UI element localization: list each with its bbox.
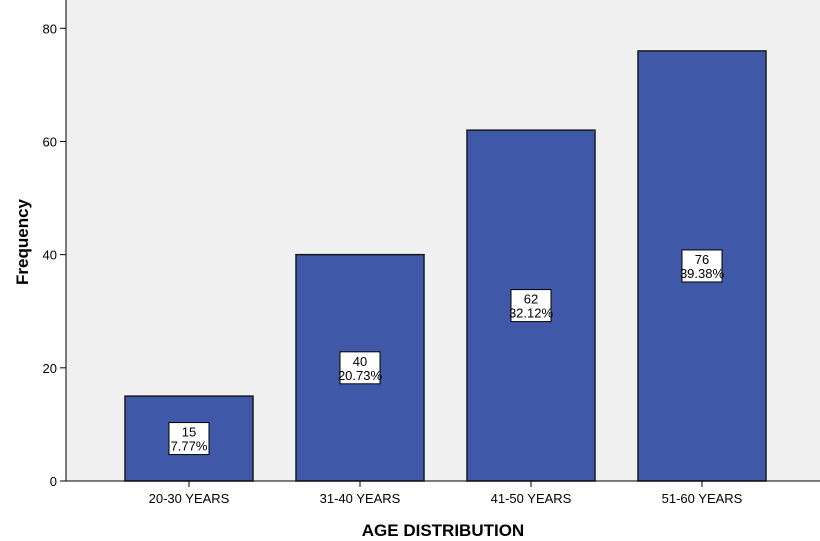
y-axis-ticks: 0 20 40 60 80 [43,21,66,489]
data-label-box [681,249,723,283]
x-axis-ticks: 20-30 YEARS 31-40 YEARS 41-50 YEARS 51-60 Y… [149,481,743,506]
x-tick-label: 20-30 YEARS [149,491,230,506]
y-tick-label: 40 [43,248,57,263]
data-label-box [510,289,552,323]
x-tick-label: 31-40 YEARS [320,491,401,506]
data-label-count: 40 [353,354,367,369]
data-label-box [168,422,210,456]
x-tick-label: 51-60 YEARS [662,491,743,506]
data-label-percent: 39.38% [680,266,725,281]
data-label-percent: 20.73% [338,368,383,383]
data-label-percent: 7.77% [171,439,208,454]
y-axis-title: Frequency [13,198,32,285]
data-label-box [339,351,381,385]
y-tick-label: 0 [50,474,57,489]
y-tick-label: 80 [43,21,57,36]
data-label-count: 76 [695,252,709,267]
data-label-percent: 32.12% [509,306,554,321]
x-tick-label: 41-50 YEARS [491,491,572,506]
data-label-count: 62 [524,292,538,307]
y-tick-label: 20 [43,361,57,376]
y-tick-label: 60 [43,134,57,149]
data-label-count: 15 [182,425,196,440]
x-axis-title: AGE DISTRIBUTION [362,521,524,540]
